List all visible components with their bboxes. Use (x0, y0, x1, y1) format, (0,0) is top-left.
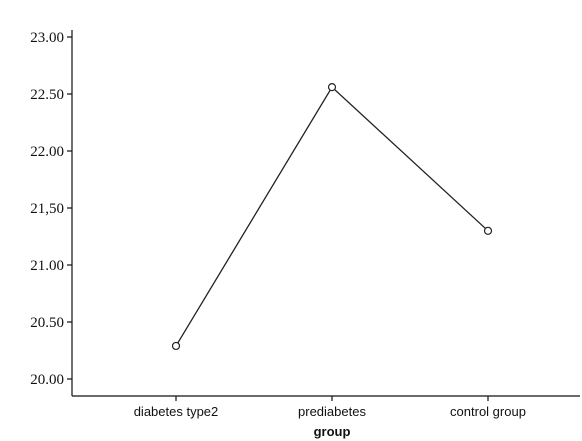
data-point (483, 226, 493, 235)
data-point (327, 83, 337, 92)
y-ticks: 20.00 20.50 21.00 21,50 22.00 22.50 23.00 (30, 30, 72, 388)
y-tick-label: 22.00 (30, 144, 64, 160)
x-axis-label: group (314, 424, 351, 439)
x-tick-label: diabetes type2 (134, 404, 219, 419)
series-layer (171, 83, 493, 351)
x-tick-label: control group (450, 404, 526, 419)
y-tick-label: 23.00 (30, 30, 64, 46)
y-axis: 20.00 20.50 21.00 21,50 22.00 22.50 23.00 (30, 30, 73, 396)
x-ticks: diabetes type2 prediabetes control group (134, 396, 526, 419)
y-tick-label: 21,50 (30, 201, 64, 217)
y-tick-label: 20.00 (30, 372, 64, 388)
x-tick-label: prediabetes (298, 404, 366, 419)
y-tick-label: 21.00 (30, 258, 64, 274)
x-axis: diabetes type2 prediabetes control group g… (72, 395, 580, 439)
series-line (175, 86, 489, 347)
y-tick-label: 22.50 (30, 87, 64, 103)
data-point (171, 341, 181, 351)
y-tick-label: 20.50 (30, 315, 64, 331)
